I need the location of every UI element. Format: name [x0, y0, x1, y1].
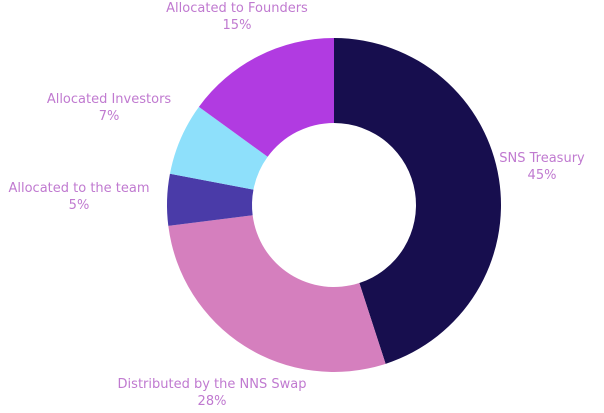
slice-label-percent: 45% [527, 168, 557, 183]
donut-slice-allocated-to-founders [198, 38, 334, 157]
slice-label: Allocated to Founders 15% [166, 0, 308, 34]
slice-label-name: SNS Treasury [499, 151, 585, 166]
donut-slice-allocated-investors [169, 106, 268, 190]
donut-slice-allocated-to-the-team [167, 173, 254, 226]
slice-label: Distributed by the NNS Swap 28% [118, 376, 307, 410]
slice-label-percent: 5% [68, 198, 90, 213]
slice-label-name: Allocated to Founders [166, 1, 308, 16]
slice-label-name: Distributed by the NNS Swap [117, 377, 307, 392]
slice-label-percent: 15% [222, 18, 252, 33]
donut-slice-sns-treasury [334, 38, 502, 364]
slice-label-name: Allocated to the team [8, 181, 150, 196]
slice-label: SNS Treasury 45% [499, 150, 584, 184]
slice-label-name: Allocated Investors [46, 92, 172, 107]
donut-slice-distributed-by-the-nns-swap [168, 215, 386, 372]
slice-label: Allocated Investors 7% [47, 91, 171, 125]
slice-label: Allocated to the team 5% [8, 180, 149, 214]
slice-label-percent: 28% [197, 394, 227, 409]
slice-label-percent: 7% [98, 109, 120, 124]
